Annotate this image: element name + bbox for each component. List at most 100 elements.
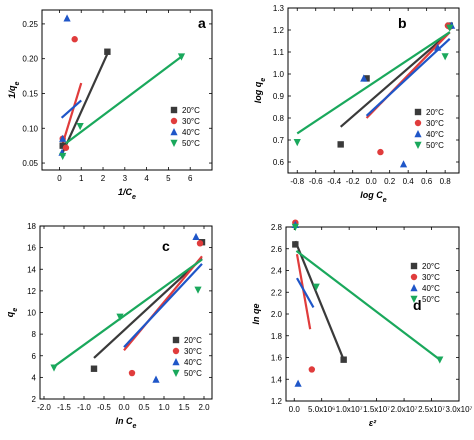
x-tick-label: -0.6 xyxy=(309,177,323,186)
panel-letter: d xyxy=(413,297,422,313)
fit-line-50 xyxy=(53,258,203,368)
data-point-50 xyxy=(441,53,449,61)
y-tick-label: 14 xyxy=(27,265,36,274)
data-point-50 xyxy=(312,283,320,291)
x-tick-label: -1.0 xyxy=(77,403,91,412)
legend-marker-50 xyxy=(172,369,180,377)
legend-marker-40 xyxy=(170,128,178,136)
panel-letter: b xyxy=(398,15,407,31)
data-point-40 xyxy=(360,74,368,82)
x-tick-label: 0.0 xyxy=(118,403,130,412)
y-tick-label: 6 xyxy=(32,352,37,361)
data-point-50 xyxy=(76,122,84,131)
data-point-50 xyxy=(177,53,186,61)
y-tick-label: 1.0 xyxy=(273,70,285,79)
x-tick-label: 5.0x10⁶ xyxy=(308,405,335,414)
x-tick-label: -0.8 xyxy=(290,177,304,186)
y-tick-label: 0.7 xyxy=(273,136,285,145)
y-tick-label: 1.3 xyxy=(273,4,285,13)
data-point-50 xyxy=(293,139,301,147)
legend-label-40: 40°C xyxy=(182,128,200,137)
x-tick-label: -0.5 xyxy=(97,403,111,412)
legend-label-20: 20°C xyxy=(182,106,200,115)
legend-label-30: 30°C xyxy=(426,119,444,128)
y-tick-label: 1.6 xyxy=(271,354,283,363)
legend-marker-30 xyxy=(410,273,418,281)
data-point-50 xyxy=(59,152,67,161)
x-tick-label: 1.5x10⁷ xyxy=(363,405,390,414)
y-tick-label: 1.2 xyxy=(273,26,285,35)
x-tick-label: 0.6 xyxy=(421,177,433,186)
data-point-30 xyxy=(377,148,384,156)
legend-label-50: 50°C xyxy=(422,295,440,304)
data-point-50 xyxy=(116,313,124,321)
legend: 20°C 30°C 40°C 50°C xyxy=(410,262,440,304)
legend-marker-20 xyxy=(172,336,180,344)
fit-line-40 xyxy=(123,263,203,348)
data-point-40 xyxy=(434,43,442,51)
legend-label-30: 30°C xyxy=(184,347,202,356)
data-point-30 xyxy=(196,240,204,247)
fit-line-50 xyxy=(62,55,183,147)
plot-frame xyxy=(41,9,213,171)
fit-line-20 xyxy=(93,257,203,359)
x-tick-label: 0.0 xyxy=(366,177,378,186)
legend-marker-40 xyxy=(414,130,422,138)
x-tick-label: 2 xyxy=(101,174,106,183)
legend: 20°C 30°C 40°C 50°C xyxy=(172,336,202,378)
legend-label-20: 20°C xyxy=(184,336,202,345)
legend-marker-30 xyxy=(172,347,180,355)
legend-marker-20 xyxy=(170,106,178,114)
data-point-40 xyxy=(63,14,71,22)
y-tick-label: 0.9 xyxy=(273,92,285,101)
y-tick-label: 2.0 xyxy=(271,310,283,319)
y-tick-label: 18 xyxy=(27,222,36,231)
data-point-40 xyxy=(399,160,408,168)
data-point-30 xyxy=(71,36,78,43)
x-tick-label: 2.0 xyxy=(198,403,210,412)
x-axis-label: ε² xyxy=(369,418,377,428)
legend-label-50: 50°C xyxy=(184,369,202,378)
x-tick-label: 0.4 xyxy=(403,177,415,186)
x-tick-label: 3 xyxy=(123,174,128,183)
y-axis-label: 1/qe xyxy=(7,81,21,98)
y-tick-label: 2 xyxy=(32,395,37,404)
y-tick-label: 0.15 xyxy=(22,89,38,98)
fit-line-50 xyxy=(295,250,441,361)
data-point-50 xyxy=(50,364,58,372)
y-tick-label: 2.4 xyxy=(271,267,283,276)
fit-line-40 xyxy=(60,99,82,119)
data-point-20 xyxy=(292,241,299,248)
x-axis-label: log Ce xyxy=(360,190,387,204)
data-point-40 xyxy=(192,232,200,241)
data-point-40 xyxy=(152,375,160,383)
y-tick-label: 10 xyxy=(27,309,36,318)
data-point-20 xyxy=(337,141,344,148)
data-point-50 xyxy=(446,24,454,32)
x-tick-label: 0.2 xyxy=(384,177,396,186)
panel-letter: a xyxy=(198,15,206,31)
data-point-30 xyxy=(128,369,136,377)
legend-label-50: 50°C xyxy=(426,141,444,150)
panel-d: 0.0 5.0x10⁶ 1.0x10⁷ 1.5x10⁷ 2.0x10⁷ 2.5x10⁷ 3.… xyxy=(251,219,473,428)
y-tick-label: 0.20 xyxy=(22,55,38,64)
legend-marker-50 xyxy=(170,139,178,147)
data-point-30 xyxy=(62,144,70,151)
y-axis-label: log qe xyxy=(253,78,267,104)
x-tick-label: 1.5 xyxy=(178,403,190,412)
y-tick-label: 12 xyxy=(27,287,36,296)
x-tick-label: -1.5 xyxy=(57,403,71,412)
data-point-50 xyxy=(291,223,299,231)
fit-line-20 xyxy=(61,53,109,154)
fit-line-40 xyxy=(296,277,315,309)
x-tick-label: 3.0x10⁷ xyxy=(446,405,473,414)
data-point-40 xyxy=(59,134,67,142)
y-axis-label: qe xyxy=(5,308,19,318)
data-point-20 xyxy=(340,356,347,363)
y-tick-label: 2.8 xyxy=(271,223,283,232)
x-tick-label: 0.5 xyxy=(138,403,150,412)
legend-label-40: 40°C xyxy=(426,130,444,139)
fit-line-50 xyxy=(296,31,451,135)
x-tick-label: 0.8 xyxy=(440,177,452,186)
y-tick-label: 0.8 xyxy=(273,114,285,123)
